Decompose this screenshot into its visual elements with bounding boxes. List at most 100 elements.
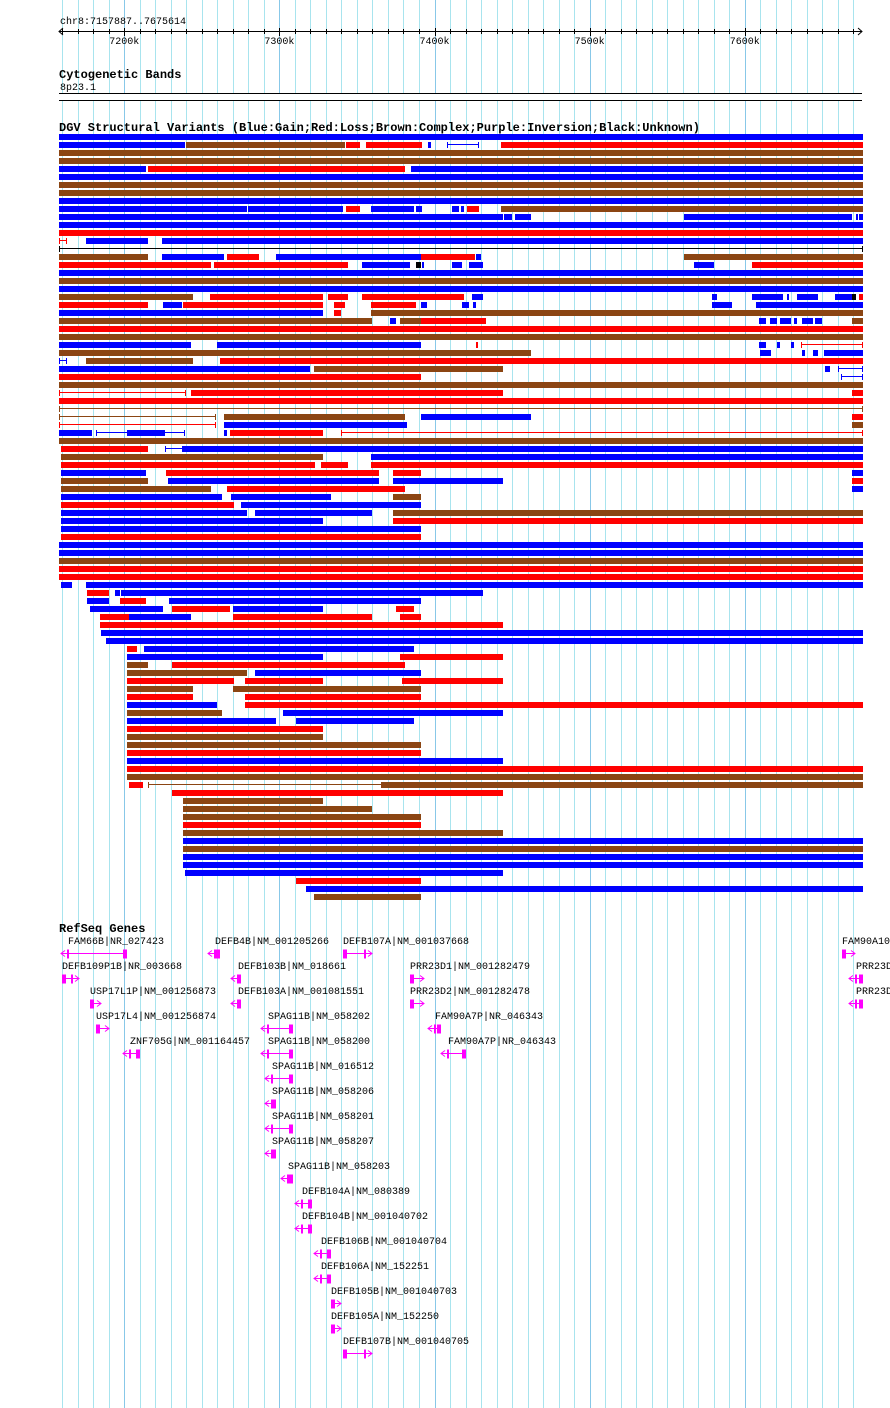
dgv-variant-complex[interactable] <box>59 438 863 444</box>
dgv-variant-loss[interactable] <box>467 206 479 212</box>
dgv-variant-gain[interactable] <box>362 262 410 268</box>
dgv-variant-loss[interactable] <box>127 678 234 684</box>
dgv-variant-loss[interactable] <box>120 598 146 604</box>
dgv-variant-complex[interactable] <box>314 366 503 372</box>
gene-label[interactable]: USP17L4|NM_001256874 <box>96 1011 216 1023</box>
dgv-variant-loss-span[interactable] <box>801 342 863 348</box>
dgv-variant-loss[interactable] <box>852 390 863 396</box>
dgv-variant-loss[interactable] <box>210 294 323 300</box>
dgv-variant-gain[interactable] <box>296 718 414 724</box>
dgv-variant-loss[interactable] <box>100 614 129 620</box>
dgv-variant-gain[interactable] <box>59 430 92 436</box>
dgv-variant-gain[interactable] <box>106 638 863 644</box>
dgv-variant-gain[interactable] <box>59 342 191 348</box>
gene-label[interactable]: DEFB105B|NM_001040703 <box>331 1286 457 1298</box>
gene-label[interactable]: SPAG11B|NM_058200 <box>268 1036 370 1048</box>
gene-label[interactable]: FAM90A7P|NR_046343 <box>448 1036 556 1048</box>
gene-feature[interactable]: SPAG11B|NM_058200 <box>260 1036 370 1059</box>
dgv-variant-gain[interactable] <box>759 318 766 324</box>
dgv-variant-gain[interactable] <box>393 478 503 484</box>
dgv-variant-gain[interactable] <box>59 166 146 172</box>
gene-label[interactable]: USP17L1P|NM_001256873 <box>90 986 216 998</box>
dgv-variant-gain[interactable] <box>712 294 717 300</box>
dgv-variant-loss[interactable] <box>752 262 863 268</box>
dgv-variant-loss[interactable] <box>402 678 503 684</box>
dgv-variant-gain[interactable] <box>760 350 771 356</box>
dgv-variant-gain[interactable] <box>411 166 863 172</box>
dgv-variant-gain[interactable] <box>59 198 863 204</box>
dgv-variant-complex[interactable] <box>127 710 222 716</box>
gene-feature[interactable]: PRR23D <box>848 962 890 984</box>
dgv-variant-loss[interactable] <box>476 342 478 348</box>
dgv-variant-gain[interactable] <box>852 470 863 476</box>
gene-label[interactable]: DEFB105A|NM_152250 <box>331 1311 439 1323</box>
dgv-variant-complex[interactable] <box>400 318 421 324</box>
dgv-variant-loss[interactable] <box>172 606 230 612</box>
gene-label[interactable]: DEFB104A|NM_080389 <box>302 1186 410 1198</box>
dgv-variant-gain[interactable] <box>127 718 276 724</box>
gene-label[interactable]: PRR23D <box>856 987 890 998</box>
gene-feature[interactable]: SPAG11B|NM_016512 <box>264 1061 374 1084</box>
dgv-variant-gain[interactable] <box>168 478 379 484</box>
dgv-variant-loss[interactable] <box>59 262 211 268</box>
dgv-variant-loss[interactable] <box>346 206 360 212</box>
dgv-variant-gain[interactable] <box>469 262 483 268</box>
dgv-variant-gain[interactable] <box>224 422 407 428</box>
dgv-variant-gain[interactable] <box>183 862 863 868</box>
gene-feature[interactable]: DEFB104A|NM_080389 <box>294 1186 410 1209</box>
gene-feature[interactable]: PRR23D1|NM_001282479 <box>410 961 530 984</box>
dgv-variant-complex[interactable] <box>183 814 421 820</box>
dgv-variant-gain[interactable] <box>59 134 863 140</box>
dgv-variant-loss[interactable] <box>852 478 863 484</box>
dgv-variant-complex[interactable] <box>59 334 863 340</box>
dgv-variant-loss[interactable] <box>100 622 503 628</box>
dgv-variant-loss[interactable] <box>245 678 323 684</box>
dgv-variant-gain[interactable] <box>461 206 464 212</box>
dgv-variant-gain[interactable] <box>421 414 531 420</box>
dgv-variant-gain[interactable] <box>255 510 372 516</box>
dgv-variant-gain[interactable] <box>694 262 714 268</box>
dgv-variant-complex[interactable] <box>61 486 211 492</box>
dgv-variant-gain[interactable] <box>852 486 863 492</box>
dgv-variant-gain[interactable] <box>248 206 343 212</box>
dgv-variant-loss[interactable] <box>346 142 360 148</box>
dgv-variant-gain[interactable] <box>452 206 459 212</box>
dgv-variant-unknown-span[interactable] <box>59 246 863 252</box>
dgv-variant-complex[interactable] <box>852 318 863 324</box>
dgv-variant-gain[interactable] <box>129 614 191 620</box>
dgv-variant-loss[interactable] <box>230 430 323 436</box>
dgv-variant-complex[interactable] <box>127 686 193 692</box>
dgv-variant-gain[interactable] <box>422 262 424 268</box>
dgv-variant-complex[interactable] <box>684 254 863 260</box>
dgv-variant-complex[interactable] <box>61 478 148 484</box>
dgv-variant-loss[interactable] <box>59 574 863 580</box>
dgv-variant-complex[interactable] <box>86 358 193 364</box>
dgv-variant-loss[interactable] <box>61 462 315 468</box>
dgv-variant-gain[interactable] <box>169 598 421 604</box>
dgv-variant-gain[interactable] <box>476 254 481 260</box>
dgv-variant-gain[interactable] <box>306 886 863 892</box>
dgv-variant-loss[interactable] <box>172 790 503 796</box>
scroll-right-arrow-icon[interactable] <box>857 27 863 36</box>
dgv-variant-complex[interactable] <box>186 142 345 148</box>
dgv-variant-complex[interactable] <box>59 318 372 324</box>
dgv-variant-loss[interactable] <box>59 374 421 380</box>
dgv-variant-complex[interactable] <box>61 454 323 460</box>
dgv-variant-gain[interactable] <box>815 318 822 324</box>
dgv-variant-gain-span[interactable] <box>447 142 479 148</box>
dgv-variant-complex[interactable] <box>382 782 863 788</box>
dgv-variant-gain[interactable] <box>59 286 863 292</box>
dgv-variant-complex[interactable] <box>183 798 323 804</box>
dgv-variant-gain[interactable] <box>183 446 863 452</box>
gene-label[interactable]: PRR23D1|NM_001282479 <box>410 961 530 973</box>
dgv-variant-gain[interactable] <box>87 598 109 604</box>
gene-label[interactable]: SPAG11B|NM_058203 <box>288 1161 390 1173</box>
dgv-variant-gain[interactable] <box>127 758 503 764</box>
dgv-variant-loss[interactable] <box>371 462 863 468</box>
dgv-variant-gain[interactable] <box>824 350 863 356</box>
dgv-variant-loss[interactable] <box>172 662 405 668</box>
dgv-variant-complex[interactable] <box>59 558 863 564</box>
dgv-variant-gain[interactable] <box>115 590 120 596</box>
dgv-variant-gain-span[interactable] <box>838 366 863 372</box>
dgv-variant-loss[interactable] <box>87 590 109 596</box>
